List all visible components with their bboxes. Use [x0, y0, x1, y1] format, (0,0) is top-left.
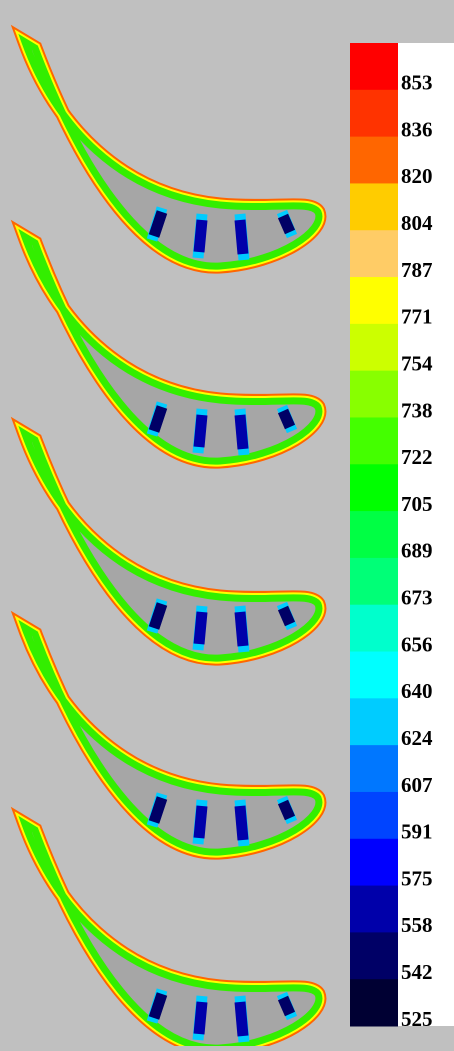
- legend-label: 705: [401, 492, 433, 516]
- color-legend: 853 836 820 804 787 771 754 738 722 705 689 673 656 6…: [350, 43, 433, 1031]
- legend-color-band: [350, 323, 398, 372]
- legend-label: 673: [401, 586, 433, 610]
- legend-color-band: [350, 557, 398, 606]
- legend-label: 771: [401, 305, 433, 329]
- legend-color-band: [350, 651, 398, 699]
- legend-label: 787: [401, 258, 433, 282]
- legend-label: 689: [401, 539, 433, 563]
- blade-section: [25, 42, 319, 266]
- blade-section: [25, 237, 319, 461]
- legend-color-band: [350, 464, 398, 512]
- legend-color-band: [350, 885, 398, 933]
- legend-color-band: [350, 277, 398, 325]
- legend-label: 575: [401, 866, 433, 890]
- legend-label: 722: [401, 445, 433, 469]
- legend-label: 853: [401, 71, 433, 95]
- legend-color-band: [350, 604, 398, 653]
- legend-color-band: [350, 745, 398, 793]
- legend-color-band: [350, 417, 398, 465]
- legend-label: 738: [401, 398, 433, 422]
- legend-label: 525: [401, 1007, 433, 1031]
- legend-color-band: [350, 979, 398, 1027]
- legend-label: 591: [401, 820, 433, 844]
- legend-color-band: [350, 43, 398, 91]
- legend-label: 542: [401, 960, 433, 984]
- legend-label-column: [398, 43, 454, 1026]
- legend-color-band: [350, 511, 398, 559]
- legend-label: 558: [401, 913, 433, 937]
- legend-color-band: [350, 89, 398, 138]
- legend-color-band: [350, 698, 398, 746]
- legend-label: 656: [401, 632, 433, 656]
- legend-label: 624: [401, 726, 433, 750]
- legend-color-band: [350, 183, 398, 231]
- blade-section: [25, 824, 319, 1046]
- legend-color-band: [350, 230, 398, 278]
- legend-label: 754: [401, 351, 433, 375]
- legend-label: 836: [401, 117, 433, 141]
- blade-section: [25, 434, 319, 658]
- legend-color-band: [350, 932, 398, 980]
- legend-color-band: [350, 791, 398, 840]
- legend-color-band: [350, 370, 398, 418]
- legend-color-band: [350, 136, 398, 184]
- legend-label: 607: [401, 773, 433, 797]
- legend-label: 640: [401, 679, 433, 703]
- legend-color-band: [350, 838, 398, 887]
- legend-label: 820: [401, 164, 433, 188]
- blade-section: [25, 628, 319, 852]
- legend-label: 804: [401, 211, 433, 235]
